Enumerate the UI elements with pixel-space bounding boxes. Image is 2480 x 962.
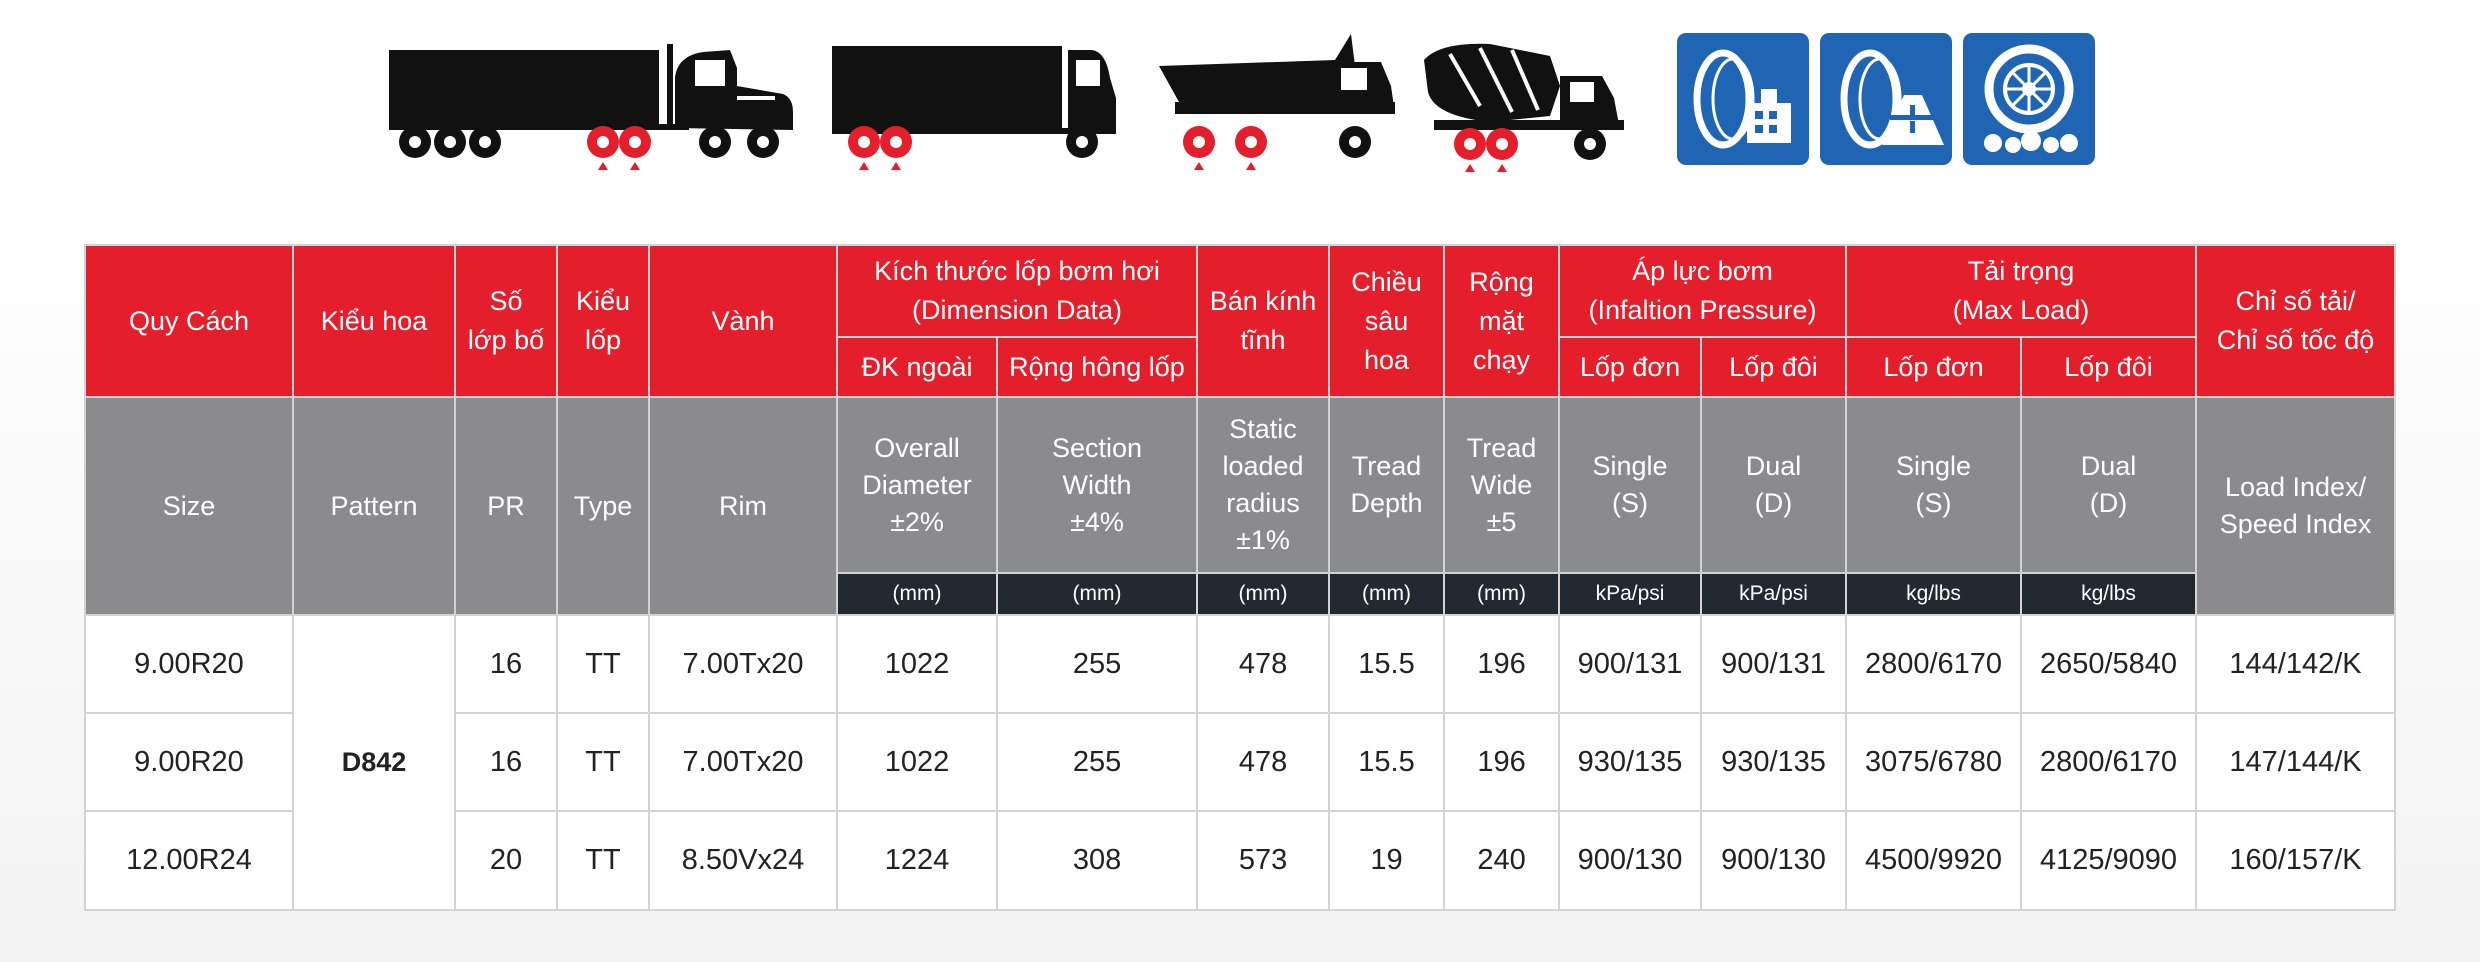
- cell-tread-wide: 196: [1443, 712, 1561, 812]
- cell-section-width: 255: [995, 614, 1199, 714]
- header-load-dual-vi: Lốp đôi: [2020, 336, 2198, 398]
- header-section-width-vi: Rộng hông lốp: [995, 336, 1199, 398]
- header-dimension-vi: Kích thước lốp bơm hơi (Dimension Data): [835, 244, 1199, 338]
- cell-type: TT: [556, 712, 650, 812]
- unit-tread-depth: (mm): [1328, 572, 1446, 616]
- cell-index: 144/142/K: [2195, 614, 2397, 714]
- unit-overall-diameter: (mm): [836, 572, 998, 616]
- header-static-radius-vi: Bán kính tĩnh: [1196, 244, 1331, 398]
- header-tread-wide-en: Tread Wide ±5: [1443, 396, 1561, 574]
- cell-tread-wide: 240: [1443, 810, 1561, 911]
- unit-pressure-dual: kPa/psi: [1700, 572, 1848, 616]
- unit-static-radius: (mm): [1196, 572, 1331, 616]
- header-static-radius-en: Static loaded radius ±1%: [1196, 396, 1331, 574]
- header-index-vi: Chỉ số tải/ Chỉ số tốc độ: [2195, 244, 2397, 398]
- header-load-vi: Tải trọng (Max Load): [1845, 244, 2198, 338]
- cell-size: 9.00R20: [84, 614, 294, 714]
- cell-pressure-single: 900/130: [1558, 810, 1703, 911]
- cell-load-single: 2800/6170: [1845, 614, 2023, 714]
- cell-pattern: D842: [292, 614, 456, 911]
- cell-static-radius: 478: [1196, 712, 1331, 812]
- cell-rim: 7.00Tx20: [648, 712, 838, 812]
- header-pr-vi: Số lớp bố: [454, 244, 558, 398]
- cell-tread-depth: 19: [1328, 810, 1446, 911]
- box-truck-icon: [832, 46, 1116, 170]
- header-rim-vi: Vành: [648, 244, 838, 398]
- header-load-single-en: Single (S): [1845, 396, 2023, 574]
- header-pattern-en: Pattern: [292, 396, 456, 616]
- header-pressure-single-en: Single (S): [1558, 396, 1703, 574]
- header-type-en: Type: [556, 396, 650, 616]
- cell-tread-wide: 196: [1443, 614, 1561, 714]
- unit-tread-wide: (mm): [1443, 572, 1561, 616]
- header-pr-en: PR: [454, 396, 558, 616]
- header-pressure-single-vi: Lốp đơn: [1558, 336, 1703, 398]
- cell-tread-depth: 15.5: [1328, 614, 1446, 714]
- dump-truck-icon: [1159, 34, 1395, 170]
- semi-truck-icon: [389, 44, 793, 170]
- cell-overall-diameter: 1224: [836, 810, 998, 911]
- unit-load-dual: kg/lbs: [2020, 572, 2198, 616]
- header-pressure-vi: Áp lực bơm (Infaltion Pressure): [1558, 244, 1848, 338]
- cell-static-radius: 478: [1196, 614, 1331, 714]
- cell-pr: 16: [454, 614, 558, 714]
- cell-index: 160/157/K: [2195, 810, 2397, 911]
- header-overall-diameter-en: Overall Diameter ±2%: [836, 396, 998, 574]
- cell-size: 9.00R20: [84, 712, 294, 812]
- urban-road-tire-icon: [1677, 33, 1809, 165]
- rough-terrain-tire-icon: [1963, 33, 2095, 165]
- cell-index: 147/144/K: [2195, 712, 2397, 812]
- header-load-dual-en: Dual (D): [2020, 396, 2198, 574]
- header-type-vi: Kiểu lốp: [556, 244, 650, 398]
- header-load-single-vi: Lốp đơn: [1845, 336, 2023, 398]
- vehicle-illustrations: [0, 0, 2480, 230]
- unit-pressure-single: kPa/psi: [1558, 572, 1703, 616]
- header-pressure-dual-vi: Lốp đôi: [1700, 336, 1848, 398]
- cell-pressure-single: 900/131: [1558, 614, 1703, 714]
- tire-spec-table: Quy Cách Kiểu hoa Số lớp bố Kiểu lốp Vàn…: [84, 244, 2397, 911]
- cell-pressure-dual: 900/131: [1700, 614, 1848, 714]
- cell-pressure-dual: 900/130: [1700, 810, 1848, 911]
- cell-rim: 7.00Tx20: [648, 614, 838, 714]
- header-tread-wide-vi: Rộng mặt chạy: [1443, 244, 1561, 398]
- cell-load-dual: 2650/5840: [2020, 614, 2198, 714]
- header-size-vi: Quy Cách: [84, 244, 294, 398]
- cell-size: 12.00R24: [84, 810, 294, 911]
- header-rim-en: Rim: [648, 396, 838, 616]
- cell-load-single: 4500/9920: [1845, 810, 2023, 911]
- header-overall-diameter-vi: ĐK ngoài: [836, 336, 998, 398]
- cell-load-single: 3075/6780: [1845, 712, 2023, 812]
- header-size-en: Size: [84, 396, 294, 616]
- header-pressure-dual-en: Dual (D): [1700, 396, 1848, 574]
- cell-pressure-dual: 930/135: [1700, 712, 1848, 812]
- cell-rim: 8.50Vx24: [648, 810, 838, 911]
- cell-tread-depth: 15.5: [1328, 712, 1446, 812]
- mixer-truck-icon: [1424, 43, 1624, 172]
- header-tread-depth-en: Tread Depth: [1328, 396, 1446, 574]
- cell-pressure-single: 930/135: [1558, 712, 1703, 812]
- cell-load-dual: 2800/6170: [2020, 712, 2198, 812]
- table-row: 12.00R24 20 TT 8.50Vx24 1224 308 573 19 …: [84, 810, 2397, 911]
- cell-section-width: 308: [995, 810, 1199, 911]
- cell-static-radius: 573: [1196, 810, 1331, 911]
- table-row: 9.00R20 D842 16 TT 7.00Tx20 1022 255 478…: [84, 614, 2397, 911]
- cell-load-dual: 4125/9090: [2020, 810, 2198, 911]
- cell-type: TT: [556, 614, 650, 714]
- cell-pr: 16: [454, 712, 558, 812]
- header-index-en: Load Index/ Speed Index: [2195, 396, 2397, 616]
- table-row: 9.00R20 16 TT 7.00Tx20 1022 255 478 15.5…: [84, 712, 2397, 812]
- header-tread-depth-vi: Chiều sâu hoa: [1328, 244, 1446, 398]
- highway-tire-icon: [1820, 33, 1952, 165]
- unit-section-width: (mm): [995, 572, 1199, 616]
- cell-pr: 20: [454, 810, 558, 911]
- cell-overall-diameter: 1022: [836, 614, 998, 714]
- header-pattern-vi: Kiểu hoa: [292, 244, 456, 398]
- unit-load-single: kg/lbs: [1845, 572, 2023, 616]
- cell-overall-diameter: 1022: [836, 712, 998, 812]
- cell-type: TT: [556, 810, 650, 911]
- cell-section-width: 255: [995, 712, 1199, 812]
- header-section-width-en: Section Width ±4%: [995, 396, 1199, 574]
